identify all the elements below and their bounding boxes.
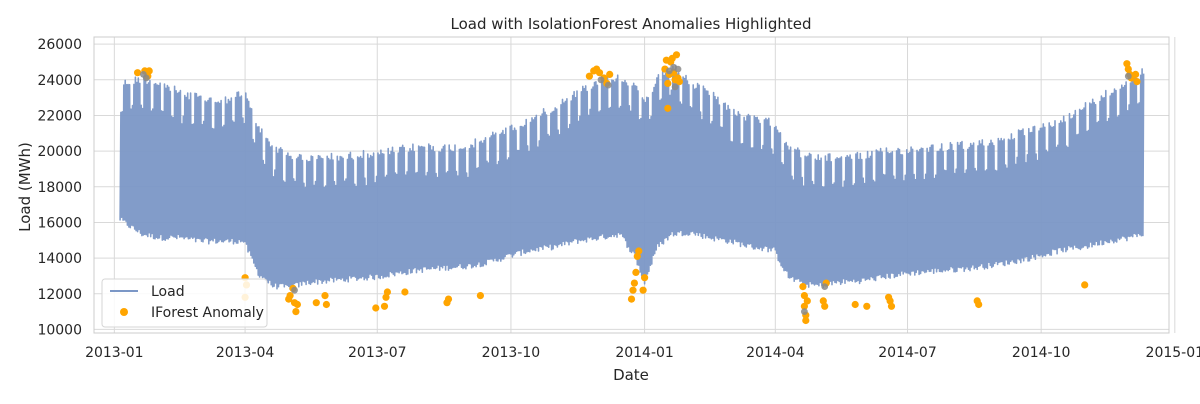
- anomaly-point: [819, 297, 827, 305]
- chart-title: Load with IsolationForest Anomalies High…: [450, 15, 811, 33]
- anomaly-point-overlap: [801, 308, 808, 315]
- anomaly-point-overlap: [1124, 72, 1132, 80]
- anomaly-point: [886, 297, 894, 305]
- y-axis-label: Load (MWh): [16, 142, 34, 232]
- anomaly-point: [627, 295, 636, 303]
- x-tick-labels: 2013-01 2013-04 2013-07 2013-10 2014-01 2014-…: [85, 345, 1200, 361]
- anomaly-point: [630, 279, 639, 287]
- anomaly-point: [975, 300, 983, 309]
- y-tick-label: 10000: [37, 322, 82, 338]
- anomaly-point: [476, 292, 484, 300]
- load-line-series: [119, 64, 1145, 291]
- anomaly-point: [585, 72, 594, 80]
- x-tick-label: 2013-01: [85, 345, 144, 361]
- anomaly-point-overlap: [291, 286, 298, 294]
- legend-load-label: Load: [151, 284, 185, 300]
- anomaly-point: [1123, 60, 1131, 68]
- x-tick-label: 2014-01: [615, 345, 674, 361]
- anomaly-point: [383, 288, 391, 296]
- legend-anomaly-swatch: [120, 308, 128, 316]
- anomaly-point: [595, 69, 604, 77]
- y-tick-labels: 10000 12000 14000 16000 18000 20000 22000 24000…: [37, 37, 82, 338]
- anomaly-point: [321, 292, 329, 300]
- anomaly-point: [293, 300, 301, 309]
- anomaly-point: [145, 67, 153, 75]
- anomaly-point: [380, 302, 389, 310]
- anomaly-point: [444, 295, 453, 303]
- anomaly-point: [632, 268, 640, 276]
- legend-box: [101, 278, 268, 328]
- anomaly-point: [863, 302, 871, 310]
- anomaly-point: [639, 286, 647, 294]
- anomaly-point: [1133, 78, 1141, 86]
- y-tick-label: 22000: [37, 108, 82, 124]
- anomaly-point: [629, 286, 637, 294]
- anomaly-point-overlap: [671, 83, 679, 91]
- anomaly-point: [887, 302, 896, 310]
- anomaly-point: [606, 70, 614, 78]
- anomaly-point: [851, 300, 859, 309]
- anomaly-point-overlap: [597, 76, 605, 84]
- x-axis-label: Date: [613, 366, 649, 384]
- anomaly-point: [635, 247, 643, 255]
- y-tick-label: 12000: [37, 287, 82, 303]
- anomaly-point-overlap: [604, 81, 612, 89]
- legend-anomaly-label: IForest Anomaly: [151, 305, 264, 321]
- anomaly-scatter-series: [134, 51, 1141, 325]
- y-tick-label: 14000: [37, 251, 82, 267]
- anomaly-point: [800, 292, 809, 300]
- x-tick-label: 2013-10: [482, 345, 541, 361]
- anomaly-point: [401, 288, 409, 296]
- anomaly-point: [134, 69, 142, 77]
- anomaly-point: [641, 274, 649, 282]
- anomaly-point: [675, 78, 684, 86]
- anomaly-point: [803, 297, 811, 305]
- anomaly-point-overlap: [674, 65, 682, 73]
- anomaly-point: [372, 304, 380, 312]
- anomaly-point: [821, 302, 829, 310]
- y-tick-label: 16000: [37, 215, 82, 231]
- load-line: [119, 64, 1145, 291]
- anomaly-point: [286, 292, 294, 300]
- x-tick-label: 2014-10: [1012, 345, 1071, 361]
- anomaly-point: [802, 316, 810, 325]
- anomaly-point: [322, 300, 330, 309]
- plot-frame: [93, 36, 1170, 334]
- x-tick-label: 2014-04: [746, 345, 805, 361]
- anomaly-point: [672, 51, 681, 59]
- x-tick-label: 2014-07: [878, 345, 937, 361]
- anomaly-point-overlap: [821, 283, 829, 290]
- y-tick-label: 26000: [37, 37, 82, 53]
- anomaly-point: [664, 79, 672, 87]
- anomaly-point: [1081, 281, 1089, 289]
- anomaly-point: [664, 104, 672, 112]
- x-tick-label: 2013-07: [348, 345, 407, 361]
- y-tick-label: 24000: [37, 73, 82, 89]
- anomaly-point: [800, 302, 809, 310]
- anomaly-point: [799, 283, 807, 291]
- y-tick-label: 18000: [37, 180, 82, 196]
- y-tick-label: 20000: [37, 144, 82, 160]
- legend: Load IForest Anomaly: [101, 278, 268, 328]
- anomaly-point: [1132, 70, 1140, 78]
- x-tick-label: 2015-01: [1146, 345, 1200, 361]
- x-tick-label: 2013-04: [216, 345, 275, 361]
- anomaly-point: [312, 299, 320, 307]
- anomaly-point: [292, 308, 300, 316]
- anomaly-point-overlap: [142, 74, 150, 82]
